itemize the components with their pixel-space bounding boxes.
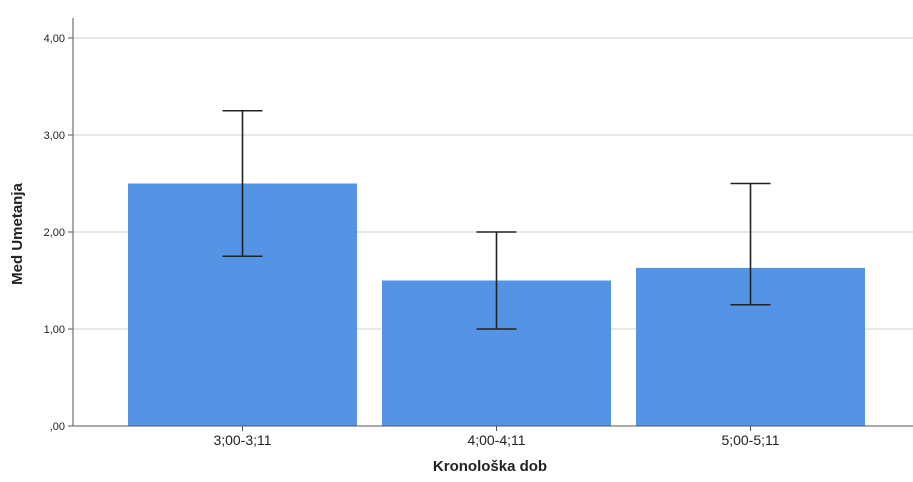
x-axis-title: Kronološka dob <box>433 458 547 475</box>
axis-layer <box>68 18 913 431</box>
x-tick-label: 3;00-3;11 <box>213 432 271 448</box>
y-axis-title: Med Umetanja <box>9 183 26 285</box>
y-tick-label: 3,00 <box>44 130 65 142</box>
x-tick-label: 4;00-4;11 <box>467 432 525 448</box>
error-bar-layer <box>222 109 771 330</box>
y-tick-label: 1,00 <box>44 324 65 336</box>
x-tick-label: 5;00-5;11 <box>721 432 779 448</box>
y-tick-label: 2,00 <box>44 227 65 239</box>
label-layer: ,00 1,00 2,00 3,00 4,00 3;00-3;11 4;00-4;11 5;0… <box>44 33 780 448</box>
y-tick-label: 4,00 <box>44 33 65 45</box>
y-tick-label: ,00 <box>50 421 65 433</box>
